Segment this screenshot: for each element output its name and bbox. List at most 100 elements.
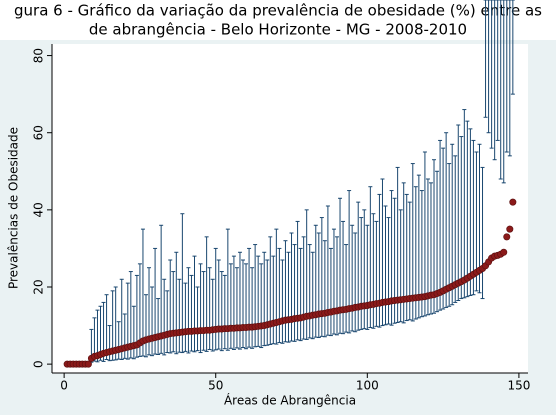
error-bar — [474, 151, 479, 292]
error-bar — [150, 286, 155, 357]
error-bar — [328, 247, 333, 337]
error-bar — [198, 263, 203, 354]
error-bar — [432, 159, 437, 314]
error-bar — [486, 0, 491, 134]
error-bar — [162, 278, 167, 356]
error-bar — [453, 155, 458, 303]
error-bar — [322, 240, 327, 338]
error-bar — [298, 247, 303, 342]
error-bar — [168, 259, 173, 354]
error-bar — [447, 163, 452, 307]
error-bar — [480, 166, 485, 300]
error-bar — [468, 128, 473, 296]
point — [506, 225, 514, 233]
point — [503, 233, 511, 241]
x-tick-label: 150 — [507, 379, 530, 393]
error-bar — [159, 224, 164, 354]
error-bar — [359, 217, 364, 330]
error-bar — [456, 124, 461, 301]
error-bar — [425, 178, 430, 316]
x-tick-label: 0 — [60, 379, 68, 393]
error-bar — [228, 263, 233, 349]
error-bar — [201, 271, 206, 351]
y-axis-title: Prevalências de Obesidade — [7, 127, 21, 289]
error-bar — [277, 247, 282, 344]
error-bar — [104, 294, 109, 361]
y-tick-label: 0 — [32, 360, 46, 368]
error-bar — [504, 0, 509, 153]
error-bar — [307, 244, 312, 339]
error-bar — [292, 244, 297, 342]
error-bar — [495, 0, 500, 141]
chart-title: de abrangência - Belo Horizonte - MG - 2… — [89, 21, 467, 39]
error-bar — [353, 232, 358, 333]
error-bar — [371, 213, 376, 329]
error-bar — [492, 0, 497, 161]
error-bar — [450, 143, 455, 306]
error-bar — [438, 139, 443, 311]
error-bar — [331, 228, 336, 335]
error-bar — [143, 294, 148, 358]
error-bar — [435, 170, 440, 313]
error-bar — [341, 220, 346, 335]
x-tick-label: 100 — [356, 379, 379, 393]
error-bar — [183, 282, 188, 352]
error-bar — [234, 267, 239, 349]
y-tick-label: 80 — [32, 48, 46, 63]
error-bar — [131, 305, 136, 360]
error-bar — [213, 247, 218, 351]
point — [84, 360, 92, 368]
error-bar — [140, 228, 145, 357]
point — [509, 198, 517, 206]
x-tick-label: 50 — [208, 379, 223, 393]
error-bar — [483, 0, 488, 118]
error-bar — [247, 247, 252, 348]
error-bar — [207, 267, 212, 350]
x-axis-title: Áreas de Abrangência — [224, 393, 356, 408]
error-bar — [374, 220, 379, 327]
error-bar — [441, 147, 446, 310]
error-bar — [350, 224, 355, 332]
error-bar — [286, 251, 291, 343]
error-bar — [174, 251, 179, 355]
chart-title: gura 6 - Gráfico da variação da prevalên… — [14, 2, 542, 20]
error-bar — [501, 0, 506, 184]
error-bar — [280, 259, 285, 344]
error-bar — [156, 298, 161, 355]
error-bar — [507, 0, 512, 157]
error-bar — [334, 236, 339, 336]
error-bar — [189, 274, 194, 352]
error-bar — [256, 255, 261, 347]
point — [500, 248, 508, 256]
error-bar — [195, 286, 200, 352]
plot-area — [52, 44, 528, 373]
error-bar — [186, 267, 191, 354]
error-bar — [310, 251, 315, 340]
error-bar — [222, 274, 227, 350]
error-bar — [216, 259, 221, 350]
error-bar — [265, 259, 270, 346]
y-tick-label: 20 — [32, 279, 46, 294]
y-tick-label: 40 — [32, 202, 46, 217]
error-bar — [210, 278, 215, 352]
error-bar — [250, 267, 255, 349]
error-bar — [365, 224, 370, 330]
error-bar — [171, 271, 176, 353]
error-bar — [241, 259, 246, 349]
error-bar — [462, 109, 467, 299]
error-bar — [471, 139, 476, 296]
error-bar — [510, 0, 515, 95]
error-bar — [192, 255, 197, 353]
error-bar — [231, 255, 236, 350]
error-bar — [489, 0, 494, 149]
error-bar — [344, 244, 349, 333]
error-bar — [237, 251, 242, 350]
error-bar — [422, 151, 427, 317]
error-bar — [386, 217, 391, 325]
error-bar — [259, 263, 264, 349]
error-bar — [219, 271, 224, 352]
error-bar — [316, 232, 321, 339]
y-tick-label: 60 — [32, 125, 46, 140]
error-bar — [244, 263, 249, 350]
